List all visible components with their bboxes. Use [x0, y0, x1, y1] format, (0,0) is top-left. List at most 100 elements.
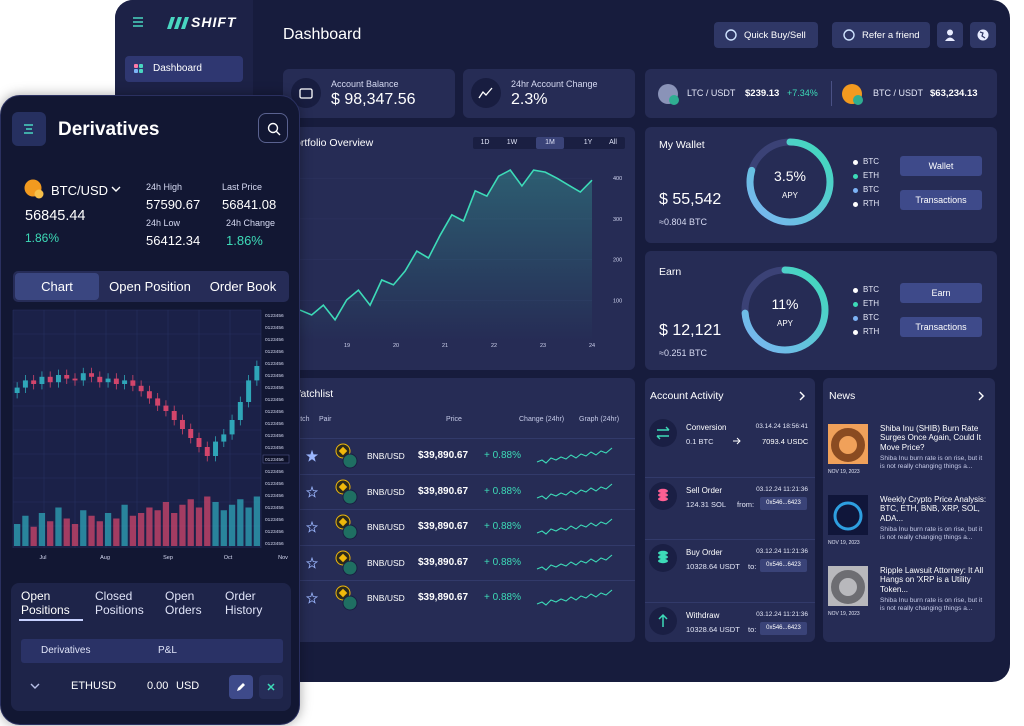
candle-body [155, 398, 161, 406]
wallet-button[interactable]: Transactions [900, 190, 982, 210]
price: $39,890.67 [418, 485, 469, 497]
range-button[interactable]: 1Y [583, 139, 593, 146]
activity-date: 03.14.24 18:56:41 [755, 423, 808, 430]
icon-shape [658, 492, 668, 497]
tab[interactable]: Chart [41, 279, 73, 294]
stat-label: 24h High [146, 182, 183, 192]
activity-card: Account Activity Conversion 03.14.24 18:56… [645, 378, 815, 642]
activity-label: from: [737, 499, 755, 509]
icon-shape [299, 88, 313, 99]
activity-amount: 0.1 BTC [686, 437, 714, 446]
range-button[interactable]: 1D [480, 139, 490, 146]
ticker-divider [831, 81, 832, 106]
balance-label: Account Balance [331, 79, 399, 89]
legend-label: RTH [863, 327, 880, 336]
change: + 0.88% [484, 485, 521, 497]
candle-body [39, 376, 45, 384]
news-text: Weekly Crypto Price Analysis: BTC, ETH, … [880, 495, 988, 541]
header-button[interactable]: Quick Buy/Sell [714, 22, 818, 48]
star-icon [305, 449, 319, 462]
x-tick-label: 22 [491, 343, 497, 349]
wallet-button[interactable]: Wallet [900, 156, 982, 176]
icon-button[interactable] [937, 22, 963, 48]
stat-label: Last Price [222, 182, 263, 192]
tab[interactable]: Order Book [209, 279, 277, 294]
earn-sub: ≈0.251 BTC [659, 348, 707, 358]
brand: SHIFT [191, 14, 237, 30]
chevron [111, 186, 121, 192]
ring-arc [746, 138, 834, 226]
icon-shape [658, 550, 668, 556]
month-label: Nov [278, 555, 288, 561]
position-tab[interactable]: Closed Positions [95, 589, 144, 617]
candle-body [196, 438, 202, 447]
logo-stripe [174, 17, 182, 29]
apy-label: APY [782, 191, 799, 200]
ring-arc [741, 266, 829, 354]
price-label: 0123456 [265, 421, 284, 427]
menu-button[interactable] [12, 112, 46, 146]
earn-button[interactable]: Earn [900, 283, 982, 303]
news-text: Ripple Lawsuit Attorney: It All Hangs on… [880, 566, 988, 612]
coin-badge [669, 95, 679, 105]
legend-label: BTC [863, 185, 879, 194]
news-headline: Weekly Crypto Price Analysis: BTC, ETH, … [880, 495, 987, 523]
usdt-coin [342, 560, 358, 575]
header-button[interactable]: Refer a friend [832, 22, 930, 48]
star [305, 556, 319, 569]
legend-dot [853, 302, 858, 307]
row-amount: 0.00 [147, 680, 169, 692]
close-button[interactable] [259, 675, 283, 699]
wallet-title: My Wallet [659, 139, 705, 151]
positions-card: Open Positions Closed Positions Open Order… [11, 583, 291, 711]
price: $39,890.67 [418, 450, 469, 461]
volume-bar [47, 521, 54, 546]
price: 56845.44 [25, 208, 86, 224]
logo-mark [167, 17, 189, 29]
position-tab[interactable]: Open Positions [21, 589, 70, 617]
legend-dot [853, 188, 858, 193]
icon-bg [649, 419, 677, 447]
search-button[interactable] [258, 113, 288, 143]
icon-shape [478, 87, 493, 99]
label-highlight [262, 454, 290, 464]
position-tab[interactable]: Open Orders [165, 589, 202, 617]
price: $39,890.67 [418, 521, 469, 532]
thumb-shape [831, 428, 865, 462]
nav-item[interactable]: Dashboard [125, 56, 243, 82]
address-chip: 0x546...6423 [760, 621, 807, 635]
icon-shape [656, 426, 670, 440]
earn-button[interactable]: Transactions [900, 317, 982, 337]
price-label: 0123456 [265, 481, 284, 487]
price-label: 0123456 [265, 325, 284, 331]
news-thumbnail [828, 495, 868, 535]
button-label: Quick Buy/Sell [744, 30, 806, 41]
tab[interactable]: Open Position [109, 279, 191, 294]
volume-bar [237, 499, 244, 546]
icon-button[interactable] [970, 22, 996, 48]
pencil [237, 683, 245, 691]
row-currency: USD [176, 680, 200, 692]
legend-dot [853, 288, 858, 293]
volume-bar [154, 510, 161, 546]
legend-dot [853, 330, 858, 335]
range-button[interactable]: 1M [545, 139, 555, 146]
price-label: 0123456 [265, 409, 284, 415]
edit-button[interactable] [229, 675, 253, 699]
legend-label: RTH [863, 199, 880, 208]
position-tab[interactable]: Order History [225, 589, 263, 617]
candle-body [72, 378, 78, 381]
globe [977, 29, 989, 41]
range-button[interactable]: All [609, 139, 617, 146]
volume-bar [171, 513, 178, 546]
star-icon [305, 485, 319, 498]
activity-icon [649, 544, 677, 572]
star-icon [305, 591, 319, 604]
icon-shape [658, 496, 668, 501]
ticker-pair: BTC / USDT [873, 88, 924, 98]
price-label: 0123456 [265, 349, 284, 355]
coin-icons [335, 550, 358, 575]
range-button[interactable]: 1W [506, 139, 518, 146]
stat-value: 56841.08 [222, 197, 277, 212]
